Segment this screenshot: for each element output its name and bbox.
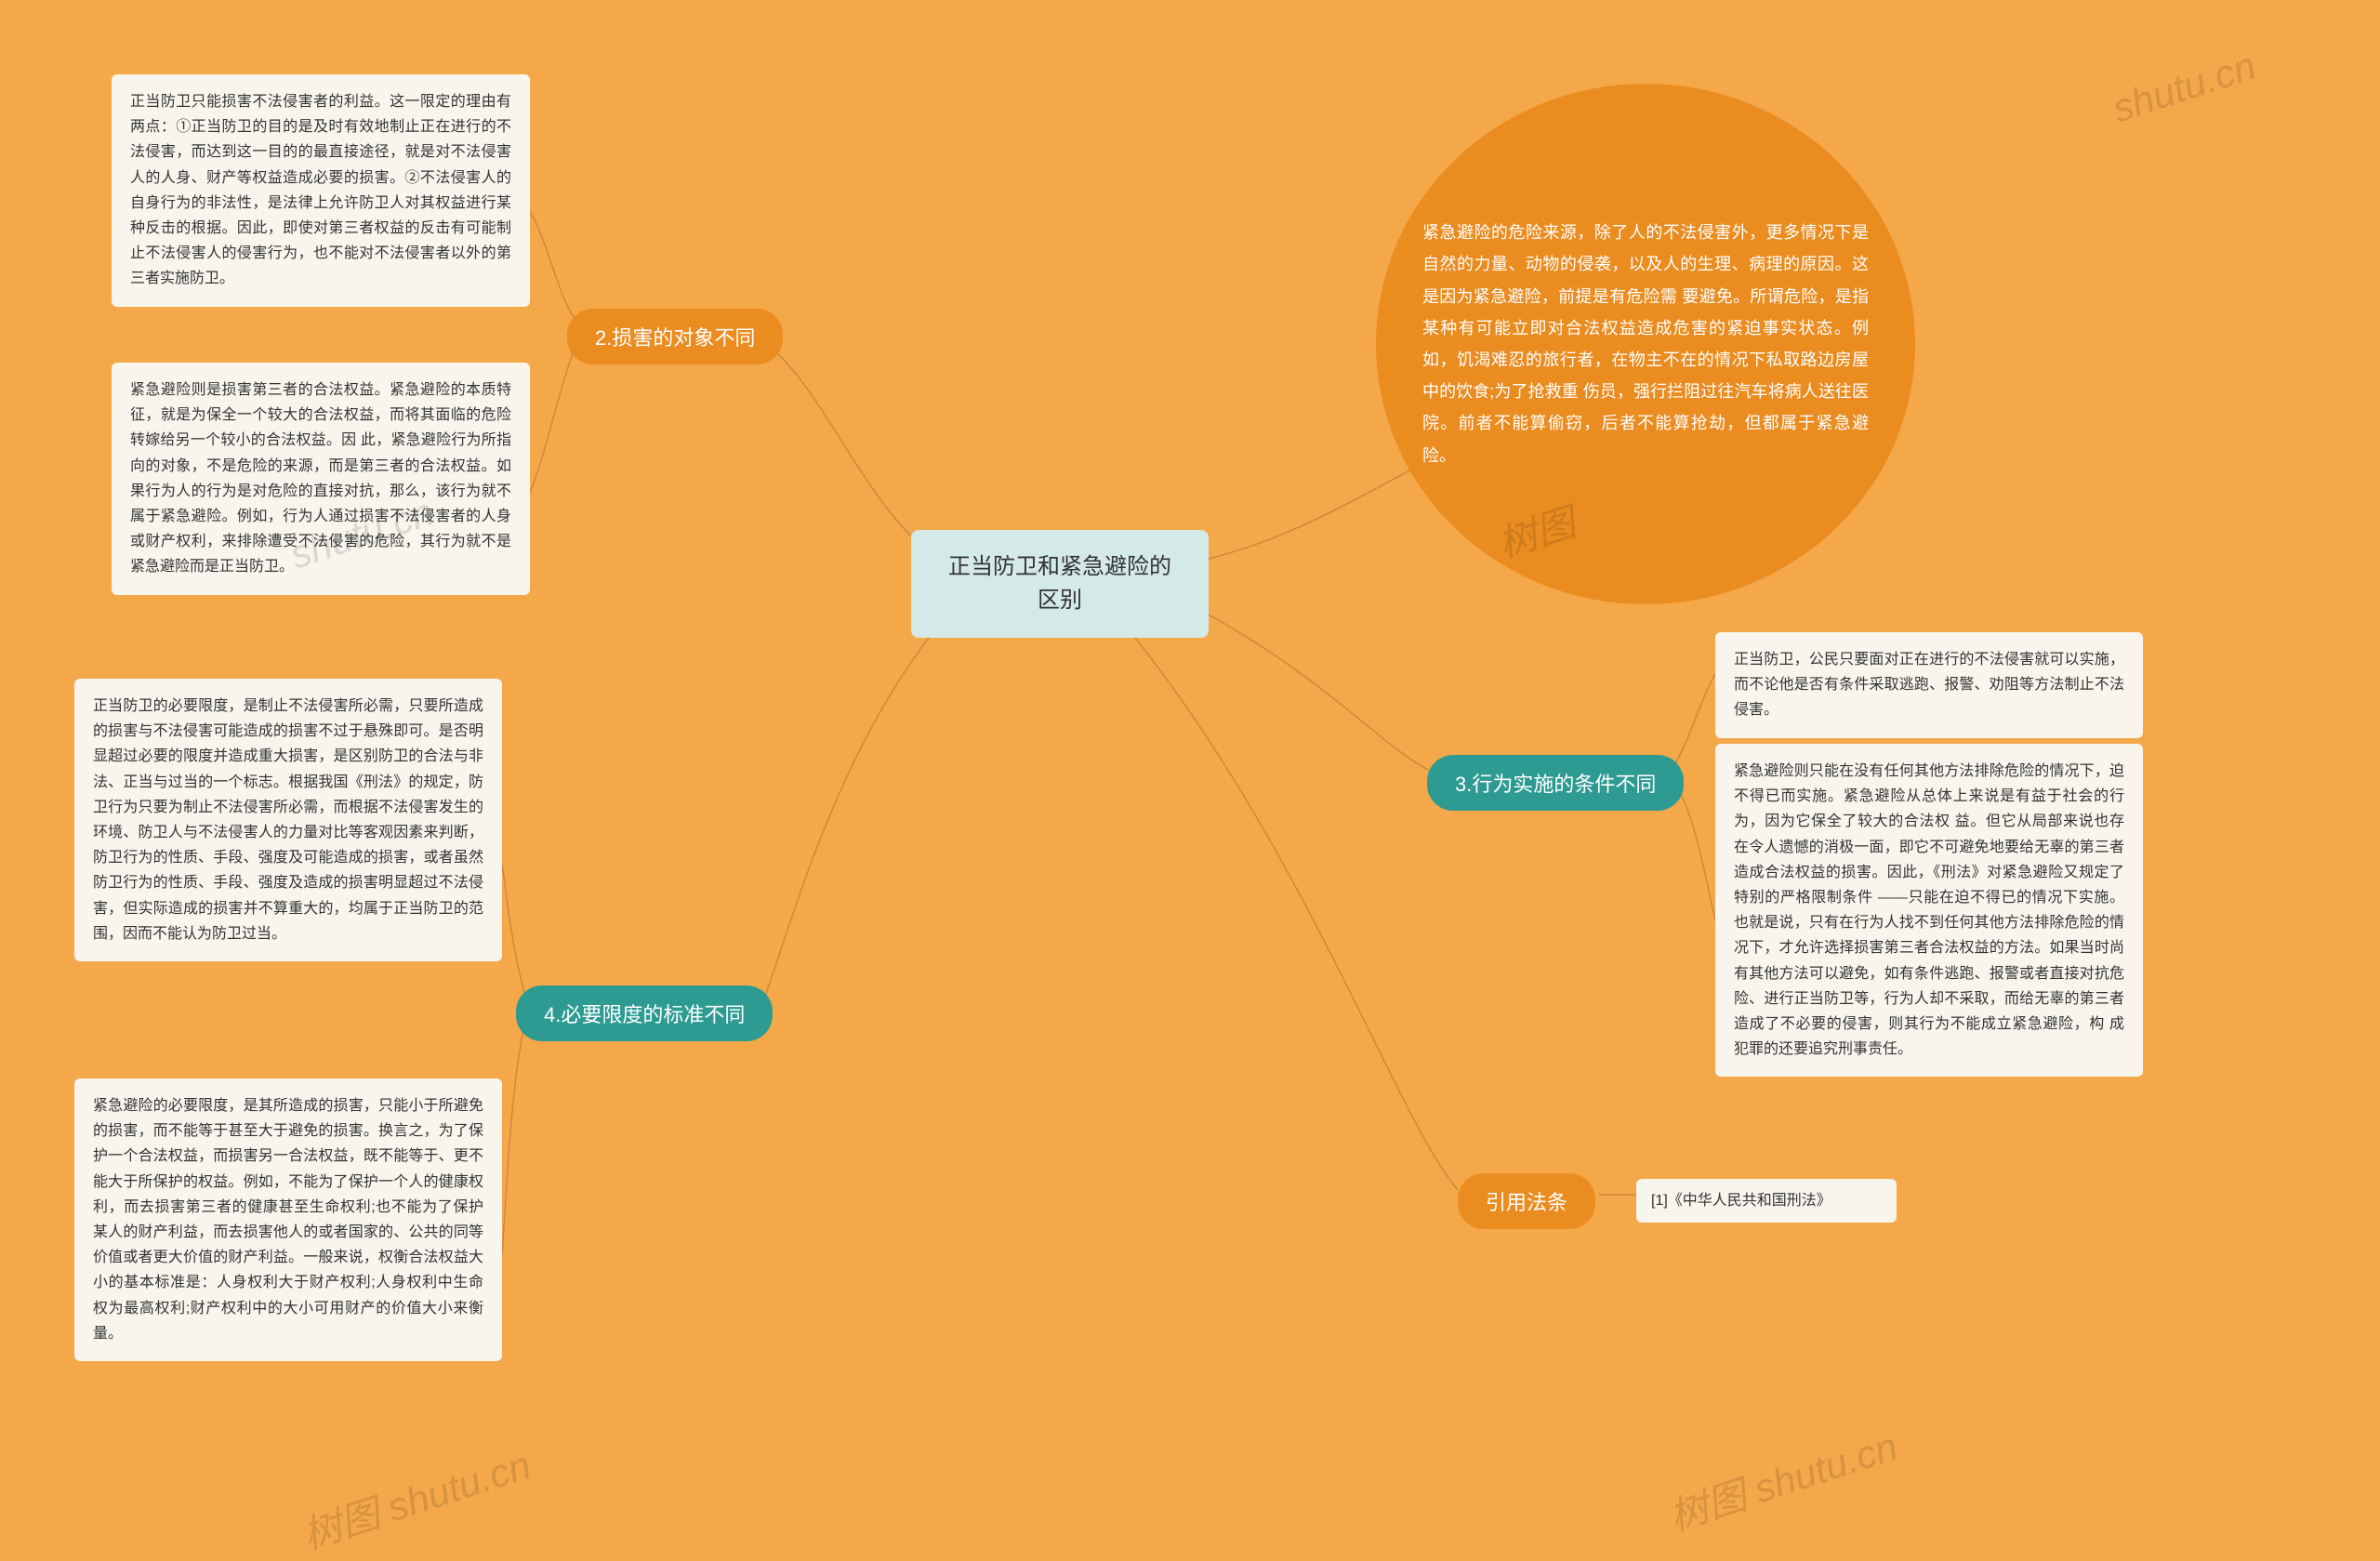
branch-5-label: 引用法条 xyxy=(1486,1191,1567,1214)
branch-2: 2.损害的对象不同 xyxy=(567,309,783,364)
big-orange-node: 紧急避险的危险来源，除了人的不法侵害外，更多情况下是自然的力量、动物的侵袭，以及… xyxy=(1376,84,1915,604)
branch-4: 4.必要限度的标准不同 xyxy=(516,986,773,1041)
big-orange-text: 紧急避险的危险来源，除了人的不法侵害外，更多情况下是自然的力量、动物的侵袭，以及… xyxy=(1422,217,1869,471)
branch-4-label: 4.必要限度的标准不同 xyxy=(544,1003,745,1026)
branch-5: 引用法条 xyxy=(1458,1173,1595,1229)
leaf-text: 正当防卫只能损害不法侵害者的利益。这一限定的理由有两点：①正当防卫的目的是及时有… xyxy=(130,94,511,286)
central-text: 正当防卫和紧急避险的区别 xyxy=(948,554,1171,613)
watermark: shutu.cn xyxy=(2107,44,2261,132)
branch-2-leaf-1: 正当防卫只能损害不法侵害者的利益。这一限定的理由有两点：①正当防卫的目的是及时有… xyxy=(112,74,530,307)
leaf-text: 正当防卫的必要限度，是制止不法侵害所必需，只要所造成的损害与不法侵害可能造成的损… xyxy=(93,698,483,942)
branch-3-label: 3.行为实施的条件不同 xyxy=(1455,773,1656,796)
watermark: 树图 shutu.cn xyxy=(1661,1415,1904,1542)
branch-2-leaf-2: 紧急避险则是损害第三者的合法权益。紧急避险的本质特征，就是为保全一个较大的合法权… xyxy=(112,363,530,595)
watermark: 树图 shutu.cn xyxy=(295,1434,537,1561)
central-node: 正当防卫和紧急避险的区别 xyxy=(911,530,1209,638)
branch-3-leaf-1: 正当防卫，公民只要面对正在进行的不法侵害就可以实施，而不论他是否有条件采取逃跑、… xyxy=(1715,632,2143,738)
branch-4-leaf-2: 紧急避险的必要限度，是其所造成的损害，只能小于所避免的损害，而不能等于甚至大于避… xyxy=(74,1078,502,1361)
branch-3: 3.行为实施的条件不同 xyxy=(1427,755,1684,811)
leaf-text: [1]《中华人民共和国刑法》 xyxy=(1651,1193,1831,1209)
leaf-text: 正当防卫，公民只要面对正在进行的不法侵害就可以实施，而不论他是否有条件采取逃跑、… xyxy=(1734,652,2124,718)
branch-3-leaf-2: 紧急避险则只能在没有任何其他方法排除危险的情况下，迫不得已而实施。紧急避险从总体… xyxy=(1715,744,2143,1077)
branch-5-leaf-1: [1]《中华人民共和国刑法》 xyxy=(1636,1179,1897,1223)
leaf-text: 紧急避险则是损害第三者的合法权益。紧急避险的本质特征，就是为保全一个较大的合法权… xyxy=(130,382,511,575)
leaf-text: 紧急避险则只能在没有任何其他方法排除危险的情况下，迫不得已而实施。紧急避险从总体… xyxy=(1734,763,2124,1057)
leaf-text: 紧急避险的必要限度，是其所造成的损害，只能小于所避免的损害，而不能等于甚至大于避… xyxy=(93,1098,483,1342)
branch-4-leaf-1: 正当防卫的必要限度，是制止不法侵害所必需，只要所造成的损害与不法侵害可能造成的损… xyxy=(74,679,502,961)
branch-2-label: 2.损害的对象不同 xyxy=(595,326,755,350)
